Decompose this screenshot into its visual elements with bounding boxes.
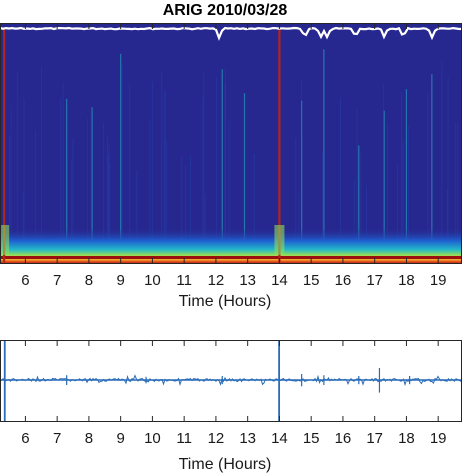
waveform-x-axis-label: Time (Hours) — [179, 456, 272, 473]
spectrogram-faint-events — [9, 49, 459, 250]
spectrogram-floor-band — [0, 256, 462, 259]
x-tick-label: 12 — [208, 272, 225, 289]
x-tick-label: 14 — [271, 272, 288, 289]
x-tick-label: 17 — [366, 272, 383, 289]
x-tick-label: 11 — [176, 430, 192, 447]
x-tick-label: 10 — [144, 430, 161, 447]
x-tick-label: 7 — [53, 430, 61, 447]
x-tick-label: 6 — [21, 430, 29, 447]
x-tick-label: 19 — [430, 430, 447, 447]
x-tick-label: 13 — [239, 272, 256, 289]
waveform-spikes — [3, 340, 411, 422]
x-tick-label: 18 — [398, 272, 415, 289]
x-tick-label: 7 — [53, 272, 61, 289]
x-tick-label: 9 — [116, 272, 124, 289]
x-tick-label: 19 — [430, 272, 447, 289]
x-tick-label: 13 — [239, 430, 256, 447]
waveform-x-ticks: 6 7 8 9 10 11 12 13 14 15 16 17 18 19 — [21, 341, 447, 447]
spectrogram-x-axis-label: Time (Hours) — [179, 293, 272, 310]
x-tick-label: 9 — [116, 430, 124, 447]
spectrogram-x-ticks: 6 7 8 9 10 11 12 13 14 15 16 17 18 19 — [21, 24, 447, 289]
x-tick-label: 15 — [303, 430, 320, 447]
strong-event-glow — [0, 225, 10, 255]
x-tick-label: 8 — [85, 272, 93, 289]
x-tick-label: 11 — [176, 272, 192, 289]
spectrogram-panel — [0, 24, 462, 264]
waveform-frame — [0, 340, 462, 422]
x-tick-label: 18 — [398, 430, 415, 447]
x-tick-label: 16 — [335, 430, 352, 447]
x-tick-label: 16 — [335, 272, 352, 289]
chart-title: ARIG 2010/03/28 — [163, 2, 288, 19]
x-tick-label: 17 — [366, 430, 383, 447]
x-tick-label: 14 — [271, 430, 288, 447]
x-tick-label: 8 — [85, 430, 93, 447]
spectrogram-frame — [0, 23, 462, 264]
x-tick-label: 12 — [208, 430, 225, 447]
spectrogram-background — [0, 24, 462, 264]
waveform-panel — [0, 340, 462, 422]
x-tick-label: 10 — [144, 272, 161, 289]
x-tick-label: 15 — [303, 272, 320, 289]
waveform-series — [0, 374, 462, 387]
x-tick-label: 6 — [21, 272, 29, 289]
strong-event-glow — [274, 225, 285, 255]
spectrogram-strong-events — [0, 28, 285, 262]
energy-curve — [0, 26, 462, 41]
